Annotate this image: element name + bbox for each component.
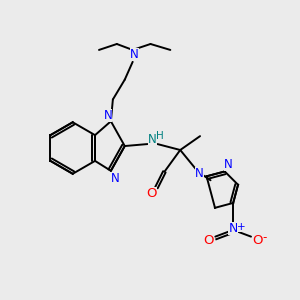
Text: H: H [156,131,163,141]
Text: N: N [224,158,233,171]
Text: N: N [110,172,119,185]
Text: O: O [253,234,263,247]
Text: N: N [229,222,238,235]
Text: N: N [195,167,204,180]
Text: -: - [263,231,267,244]
Text: +: + [237,222,245,232]
Text: N: N [130,48,139,62]
Text: O: O [203,234,214,247]
Text: O: O [146,187,157,200]
Text: N: N [103,109,112,122]
Text: N: N [148,133,157,146]
